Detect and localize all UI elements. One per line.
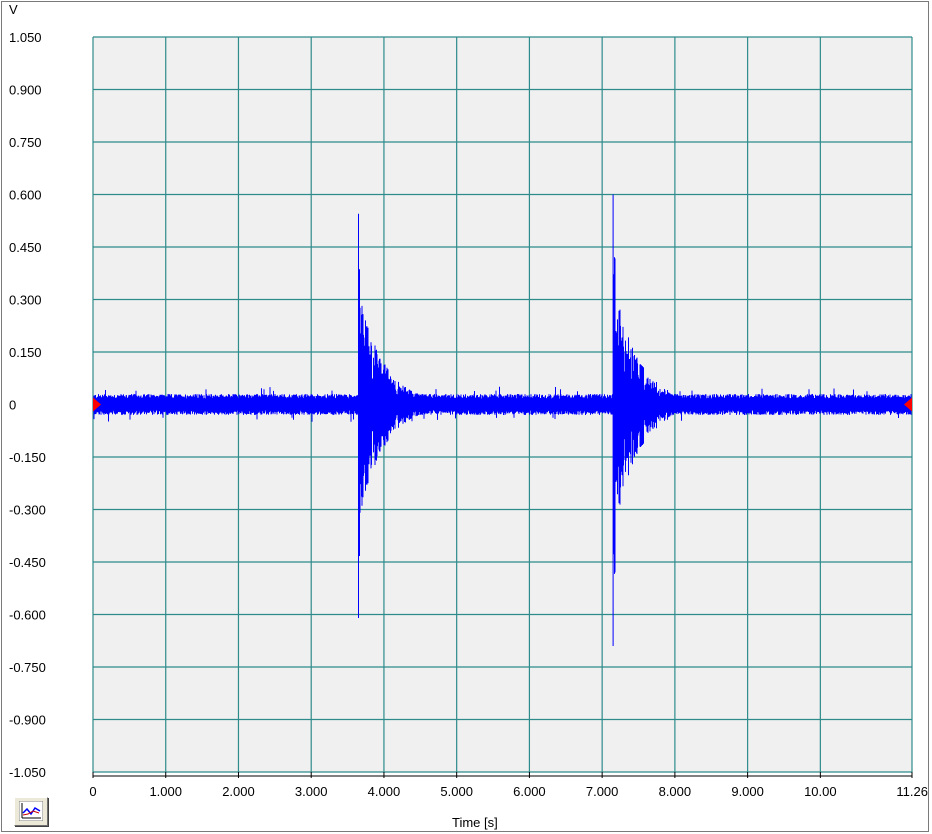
x-axis-tick-labels: 0 1.000 2.000 3.000 4.000 5.000 6.000 7.000 8.00… — [89, 772, 928, 799]
y-tick-label: -0.750 — [9, 660, 46, 675]
x-tick-label: 7.000 — [586, 784, 619, 799]
y-tick-label: 0.900 — [9, 83, 42, 98]
x-tick-label: 1.000 — [149, 784, 182, 799]
y-axis-tick-labels: 1.050 0.900 0.750 0.600 0.450 0.300 0.150 0 -0.1… — [9, 30, 46, 780]
y-tick-label: -0.150 — [9, 450, 46, 465]
cursor-markers[interactable] — [93, 397, 912, 412]
x-tick-label: 4.000 — [368, 784, 401, 799]
y-tick-label: -0.900 — [9, 713, 46, 728]
x-tick-label: 2.000 — [222, 784, 255, 799]
x-tick-label: 5.000 — [440, 784, 473, 799]
x-tick-label: 6.000 — [513, 784, 546, 799]
y-tick-label: -1.050 — [9, 765, 46, 780]
x-axis-label: Time [s] — [452, 815, 498, 830]
y-tick-label: -0.300 — [9, 503, 46, 518]
y-axis-unit-label: V — [9, 2, 18, 17]
x-tick-label: 9.000 — [731, 784, 764, 799]
line-chart-icon — [19, 801, 43, 821]
y-tick-label: 0.300 — [9, 293, 42, 308]
right-cursor-marker[interactable] — [904, 397, 912, 412]
x-tick-label: 11.26 — [896, 784, 928, 799]
x-tick-label: 0 — [89, 784, 96, 799]
y-tick-label: 0.600 — [9, 188, 42, 203]
y-tick-label: 1.050 — [9, 30, 42, 45]
y-tick-label: 0 — [9, 398, 16, 413]
y-tick-label: -0.450 — [9, 555, 46, 570]
left-cursor-marker[interactable] — [93, 397, 101, 412]
x-tick-label: 3.000 — [295, 784, 328, 799]
y-tick-label: -0.600 — [9, 608, 46, 623]
y-tick-label: 0.150 — [9, 345, 42, 360]
x-tick-label: 8.000 — [659, 784, 692, 799]
y-tick-label: 0.450 — [9, 240, 42, 255]
chart-type-button[interactable] — [14, 797, 48, 826]
y-tick-label: 0.750 — [9, 135, 42, 150]
x-tick-label: 10.00 — [804, 784, 837, 799]
